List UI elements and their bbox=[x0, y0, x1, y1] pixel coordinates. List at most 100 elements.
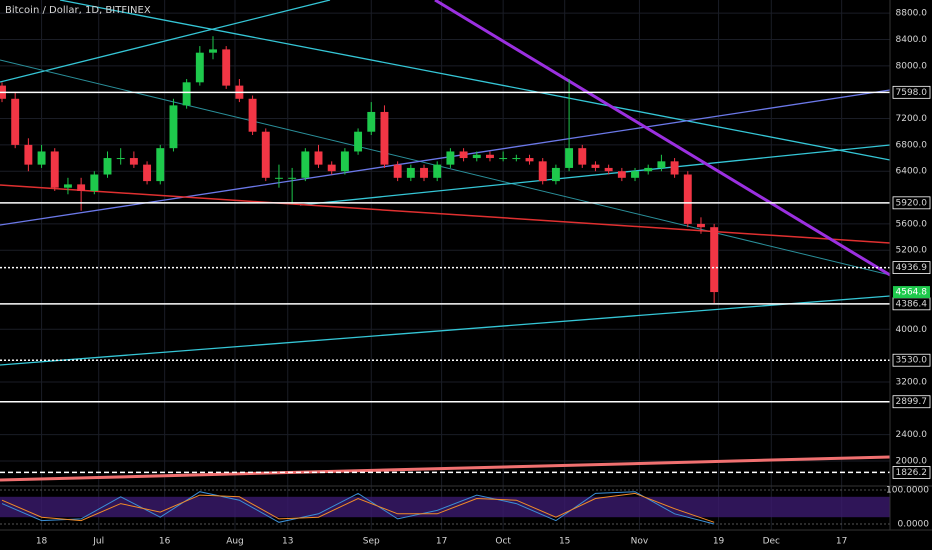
candle-body bbox=[486, 154, 494, 159]
candle-body bbox=[446, 151, 455, 165]
candle-body bbox=[50, 151, 59, 188]
candle-body bbox=[301, 151, 310, 178]
x-tick-label: Dec bbox=[763, 537, 780, 547]
level-label-box bbox=[892, 196, 931, 210]
candle-body bbox=[288, 177, 297, 179]
candle-body bbox=[472, 154, 481, 159]
trend-line bbox=[0, 59, 891, 276]
y-tick-label: 5600.0 bbox=[896, 219, 928, 229]
level-label: 2899.7 bbox=[896, 397, 928, 407]
level-label: 1826.2 bbox=[896, 468, 928, 478]
oscillator-tick-label: 100.0000 bbox=[886, 486, 929, 496]
x-tick-label: 17 bbox=[436, 537, 447, 547]
trend-line bbox=[299, 144, 891, 206]
y-tick-label: 2400.0 bbox=[896, 430, 928, 440]
level-label: 3530.0 bbox=[896, 356, 928, 366]
y-tick-label: 7200.0 bbox=[896, 114, 928, 124]
x-tick-label: 15 bbox=[559, 537, 570, 547]
x-tick-label: Aug bbox=[226, 537, 244, 547]
candle-body bbox=[156, 148, 165, 182]
level-label-box bbox=[892, 261, 931, 274]
candle-body bbox=[77, 184, 86, 191]
y-tick-label: 4000.0 bbox=[896, 325, 928, 335]
candle-body bbox=[538, 161, 547, 182]
candle-body bbox=[670, 161, 679, 175]
candle-body bbox=[37, 151, 46, 165]
candle-body bbox=[433, 164, 442, 178]
x-tick-label: 13 bbox=[282, 537, 293, 547]
candle-body bbox=[683, 174, 692, 224]
candle-body bbox=[314, 151, 323, 165]
y-tick-label: 2000.0 bbox=[896, 456, 928, 466]
level-label: 4386.4 bbox=[896, 299, 928, 309]
level-label-box bbox=[892, 395, 931, 409]
candle-body bbox=[631, 171, 639, 178]
level-label: 5920.0 bbox=[896, 198, 928, 208]
trend-line bbox=[0, 0, 331, 83]
level-label-box bbox=[892, 85, 931, 99]
trend-line bbox=[0, 295, 891, 366]
x-tick-label: Jul bbox=[92, 537, 104, 547]
trend-line bbox=[0, 184, 891, 244]
x-tick-label: 18 bbox=[36, 537, 48, 547]
x-tick-label: Oct bbox=[495, 537, 511, 547]
oscillator-line bbox=[1, 492, 715, 523]
candle-body bbox=[459, 151, 468, 159]
level-label-box bbox=[892, 466, 931, 479]
candle-body bbox=[697, 223, 705, 228]
candle-body bbox=[248, 98, 257, 132]
candle-body bbox=[340, 151, 349, 172]
candle-body bbox=[169, 105, 178, 149]
candle-body bbox=[657, 161, 666, 168]
candle-body bbox=[274, 177, 283, 179]
trend-line bbox=[434, 0, 891, 277]
level-label: 4936.9 bbox=[896, 263, 928, 273]
x-tick-label: 16 bbox=[159, 537, 171, 547]
last-price-label: 4564.8 bbox=[896, 288, 928, 298]
candle-body bbox=[90, 174, 99, 191]
candle-body bbox=[565, 148, 574, 168]
oscillator-line bbox=[1, 491, 715, 525]
candle-body bbox=[182, 82, 191, 106]
y-tick-label: 8000.0 bbox=[896, 61, 928, 71]
last-price-box bbox=[893, 286, 930, 299]
y-tick-label: 8800.0 bbox=[896, 9, 928, 19]
candle-body bbox=[354, 131, 363, 152]
candle-body bbox=[11, 98, 20, 145]
candle-body bbox=[327, 164, 336, 172]
x-tick-label: 19 bbox=[713, 537, 725, 547]
plot bbox=[0, 36, 890, 525]
candle-body bbox=[116, 158, 125, 160]
candle-body bbox=[551, 167, 560, 182]
candle-body bbox=[406, 167, 415, 178]
trend-lines bbox=[0, 0, 891, 482]
candle-body bbox=[261, 131, 270, 178]
y-tick-label: 6400.0 bbox=[896, 167, 928, 177]
candle-body bbox=[129, 158, 138, 165]
candle-body bbox=[380, 111, 389, 165]
candle-body bbox=[591, 164, 600, 168]
candle-body bbox=[420, 167, 428, 178]
axis-labels: 8800.0 8400.0 8000.0 7200.0 6800.0 6400.0 5600… bbox=[36, 9, 931, 547]
candle-body bbox=[604, 167, 613, 172]
candle-body bbox=[525, 158, 534, 162]
candle-body bbox=[103, 158, 112, 175]
candle-body bbox=[222, 49, 231, 86]
candle-body bbox=[512, 158, 521, 160]
candle-body bbox=[499, 158, 508, 160]
y-tick-label: 8400.0 bbox=[896, 35, 928, 45]
candle-body bbox=[195, 52, 204, 83]
oscillator-tick-label: 0.0000 bbox=[898, 520, 930, 530]
candle-body bbox=[644, 167, 653, 172]
y-tick-label: 5200.0 bbox=[896, 246, 928, 256]
level-label: 7598.0 bbox=[896, 88, 928, 98]
x-tick-label: Nov bbox=[631, 537, 649, 547]
candle-body bbox=[24, 144, 33, 165]
x-tick-label: Sep bbox=[363, 537, 380, 547]
trend-line bbox=[0, 455, 891, 482]
y-tick-label: 6800.0 bbox=[896, 140, 928, 150]
chart-title: Bitcoin / Dollar, 1D, BITFINEX bbox=[5, 5, 151, 16]
x-tick-label: 17 bbox=[836, 537, 847, 547]
level-label-box bbox=[892, 353, 931, 367]
